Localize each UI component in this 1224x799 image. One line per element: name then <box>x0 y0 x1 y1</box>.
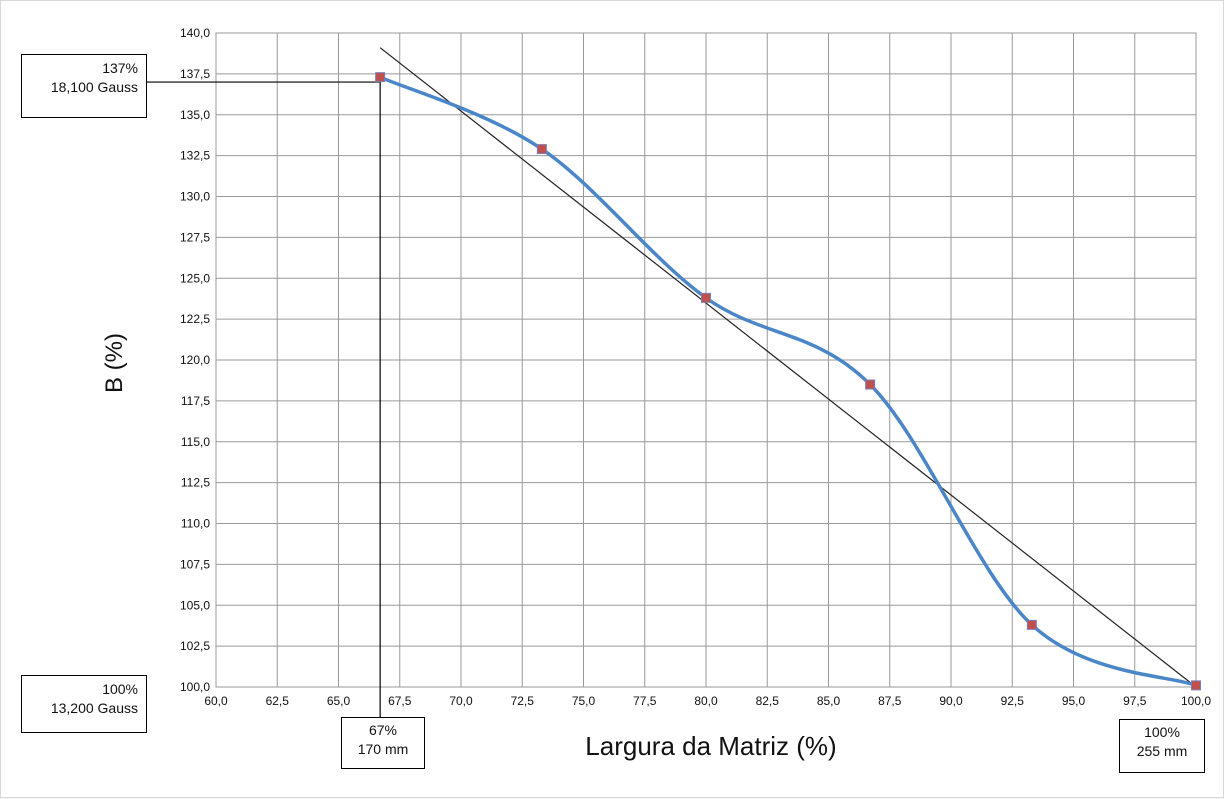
y-tick-label: 117,5 <box>181 394 210 408</box>
data-point-marker <box>375 72 386 83</box>
y-tick-label: 132,5 <box>180 149 210 163</box>
y-tick-label: 110,0 <box>181 517 210 531</box>
x-tick-label: 65,0 <box>327 694 351 708</box>
marker-group <box>375 72 1201 691</box>
x-tick-label: 95,0 <box>1062 694 1086 708</box>
annotation-x-right: 100% 255 mm <box>1119 719 1205 773</box>
y-tick-label: 102,5 <box>180 639 210 653</box>
annotation-x-left-percent: 67% <box>368 722 398 738</box>
y-tick-label: 130,0 <box>180 190 210 204</box>
y-tick-label: 125,0 <box>180 271 210 285</box>
x-tick-label: 80,0 <box>694 694 718 708</box>
annotation-x-left-mm: 170 mm <box>357 741 409 757</box>
trendline-group <box>379 47 1197 688</box>
x-tick-label: 90,0 <box>939 694 963 708</box>
x-axis-title: Largura da Matriz (%) <box>585 731 837 761</box>
x-tick-label: 67,5 <box>388 694 412 708</box>
annotation-y-bottom-percent: 100% <box>102 681 138 697</box>
x-tick-labels: 60,0 62,5 65,0 67,5 70,0 72,5 75,0 77,5 80,0 82,5… <box>204 694 1211 708</box>
x-tick-label: 85,0 <box>817 694 841 708</box>
x-tick-label: 87,5 <box>878 694 902 708</box>
y-tick-label: 120,0 <box>180 353 210 367</box>
annotation-x-right-mm: 255 mm <box>1136 743 1188 759</box>
data-point-marker <box>536 144 547 155</box>
y-tick-label: 100,0 <box>180 680 210 694</box>
x-tick-label: 62,5 <box>266 694 290 708</box>
data-point-marker <box>701 292 711 303</box>
y-tick-label: 105,0 <box>180 598 210 612</box>
y-tick-label: 122,5 <box>180 312 210 326</box>
annotation-y-top-percent: 137% <box>102 60 138 76</box>
series-line <box>378 75 1198 688</box>
x-tick-label: 77,5 <box>633 694 657 708</box>
y-tick-label: 135,0 <box>180 108 210 122</box>
y-tick-label: 112,5 <box>181 476 210 490</box>
y-tick-label: 115,0 <box>181 435 210 449</box>
series-group <box>378 75 1198 688</box>
x-tick-label: 82,5 <box>756 694 780 708</box>
y-axis-title: B (%) <box>101 333 128 393</box>
x-tick-label: 60,0 <box>204 694 228 708</box>
y-tick-labels: 100,0 102,5 105,0 107,5 110,0 112,5 115,0 117,5… <box>180 26 210 694</box>
data-point-marker <box>1026 619 1037 630</box>
x-tick-label: 100,0 <box>1181 694 1211 708</box>
y-tick-label: 107,5 <box>180 557 210 571</box>
y-tick-label: 137,5 <box>180 67 210 81</box>
annotation-x-left: 67% 170 mm <box>341 717 425 769</box>
data-point-marker <box>1191 680 1201 691</box>
annotation-y-top: 137% 18,100 Gauss <box>21 54 147 118</box>
grid-lines <box>215 32 1197 688</box>
guide-lines <box>147 81 381 717</box>
trendline <box>379 47 1197 688</box>
annotation-y-bottom: 100% 13,200 Gauss <box>21 675 147 733</box>
x-tick-label: 72,5 <box>511 694 535 708</box>
annotation-y-bottom-gauss: 13,200 Gauss <box>50 700 138 716</box>
annotation-y-top-gauss: 18,100 Gauss <box>50 79 138 95</box>
x-tick-label: 92,5 <box>1001 694 1025 708</box>
x-tick-label: 97,5 <box>1123 694 1147 708</box>
y-tick-label: 127,5 <box>180 230 210 244</box>
annotation-x-right-percent: 100% <box>1144 724 1180 740</box>
x-tick-label: 70,0 <box>449 694 473 708</box>
data-point-marker <box>865 379 876 390</box>
y-tick-label: 140,0 <box>180 26 210 40</box>
x-tick-label: 75,0 <box>572 694 596 708</box>
